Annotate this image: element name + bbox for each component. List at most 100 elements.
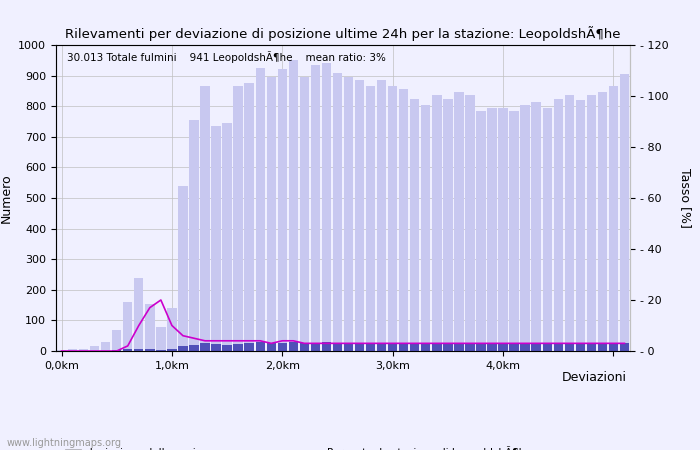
Bar xyxy=(322,342,331,351)
Bar xyxy=(278,343,287,351)
Bar xyxy=(156,350,166,351)
Bar xyxy=(355,80,364,351)
Bar xyxy=(587,344,596,351)
Bar xyxy=(520,344,530,351)
Bar xyxy=(57,350,66,351)
Bar xyxy=(598,344,607,351)
Bar xyxy=(134,278,144,351)
Bar xyxy=(332,72,342,351)
Bar xyxy=(466,344,475,351)
Bar xyxy=(156,327,166,351)
Bar xyxy=(454,344,463,351)
Bar xyxy=(244,83,254,351)
Bar xyxy=(233,86,243,351)
Bar xyxy=(531,102,541,351)
Bar xyxy=(410,344,419,351)
Bar xyxy=(211,126,220,351)
Bar xyxy=(554,99,563,351)
Bar xyxy=(520,105,530,351)
Bar xyxy=(300,77,309,351)
Bar xyxy=(178,346,188,351)
Bar xyxy=(510,344,519,351)
Bar xyxy=(476,344,486,351)
Bar xyxy=(598,92,607,351)
Bar xyxy=(454,92,463,351)
Bar xyxy=(211,344,220,351)
Bar xyxy=(344,343,354,351)
Bar xyxy=(487,344,497,351)
Bar xyxy=(366,86,375,351)
Bar xyxy=(200,343,210,351)
Bar xyxy=(68,350,77,351)
Bar xyxy=(311,343,320,351)
Bar xyxy=(421,105,430,351)
Bar xyxy=(288,342,298,351)
Bar xyxy=(145,350,155,351)
Bar xyxy=(189,120,199,351)
Bar xyxy=(388,86,398,351)
Bar xyxy=(531,344,541,351)
Bar xyxy=(399,90,408,351)
Bar xyxy=(476,111,486,351)
Bar xyxy=(332,343,342,351)
Bar xyxy=(498,344,508,351)
Bar xyxy=(256,342,265,351)
Bar xyxy=(575,100,585,351)
Bar xyxy=(267,77,276,351)
Bar xyxy=(123,302,132,351)
Bar xyxy=(487,108,497,351)
Bar xyxy=(399,344,408,351)
Bar xyxy=(542,344,552,351)
Bar xyxy=(443,99,453,351)
Bar xyxy=(278,69,287,351)
Legend: deviazione dalla posizone, deviazione stazione di LeopoldshÃ¶he, Percentuale sta: deviazione dalla posizone, deviazione st… xyxy=(61,442,536,450)
Bar xyxy=(223,345,232,351)
Text: www.lightningmaps.org: www.lightningmaps.org xyxy=(7,438,122,448)
Bar xyxy=(421,344,430,351)
Bar xyxy=(167,350,176,351)
Bar xyxy=(377,80,386,351)
Bar xyxy=(123,350,132,351)
Bar xyxy=(322,63,331,351)
Bar xyxy=(200,86,210,351)
Bar xyxy=(256,68,265,351)
Bar xyxy=(233,344,243,351)
Bar xyxy=(244,343,254,351)
Text: Deviazioni: Deviazioni xyxy=(561,371,626,384)
Text: 30.013 Totale fulmini    941 LeopoldshÃ¶he    mean ratio: 3%: 30.013 Totale fulmini 941 LeopoldshÃ¶he … xyxy=(67,51,386,63)
Bar xyxy=(498,108,508,351)
Bar xyxy=(145,304,155,351)
Bar xyxy=(388,344,398,351)
Bar xyxy=(300,343,309,351)
Bar xyxy=(377,343,386,351)
Bar xyxy=(167,308,176,351)
Bar xyxy=(134,349,144,351)
Y-axis label: Numero: Numero xyxy=(0,173,13,223)
Bar xyxy=(288,60,298,351)
Y-axis label: Tasso [%]: Tasso [%] xyxy=(680,168,692,228)
Bar xyxy=(466,95,475,351)
Bar xyxy=(410,99,419,351)
Bar xyxy=(223,123,232,351)
Bar xyxy=(620,343,629,351)
Bar xyxy=(355,343,364,351)
Bar xyxy=(366,344,375,351)
Bar xyxy=(267,343,276,351)
Bar xyxy=(79,349,88,351)
Bar xyxy=(565,95,574,351)
Bar xyxy=(344,77,354,351)
Bar xyxy=(178,186,188,351)
Bar xyxy=(189,345,199,351)
Bar xyxy=(620,74,629,351)
Bar xyxy=(565,344,574,351)
Bar xyxy=(112,329,121,351)
Bar xyxy=(609,343,618,351)
Bar xyxy=(432,95,442,351)
Bar xyxy=(587,95,596,351)
Bar xyxy=(90,346,99,351)
Bar xyxy=(311,65,320,351)
Bar xyxy=(554,344,563,351)
Bar xyxy=(609,86,618,351)
Bar xyxy=(443,344,453,351)
Title: Rilevamenti per deviazione di posizione ultime 24h per la stazione: LeopoldshÃ¶h: Rilevamenti per deviazione di posizione … xyxy=(65,26,621,41)
